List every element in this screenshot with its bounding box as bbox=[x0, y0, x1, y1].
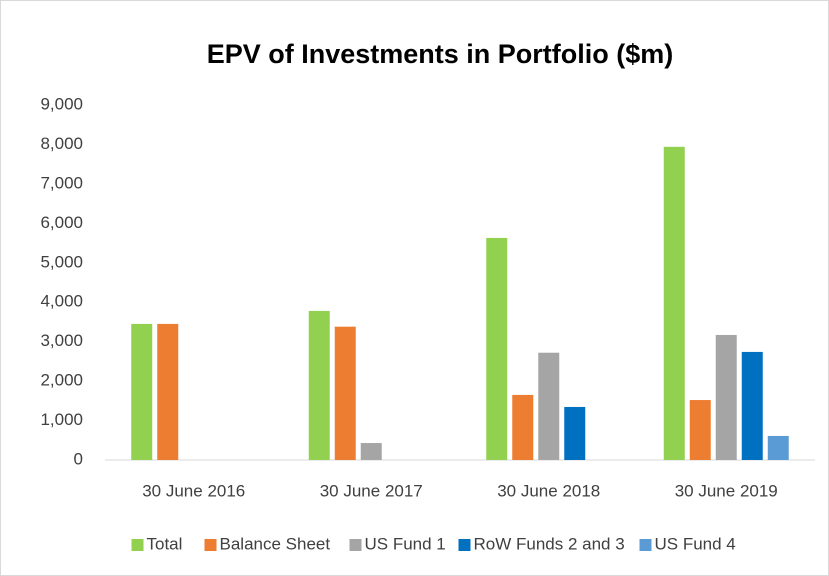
chart-title: EPV of Investments in Portfolio ($m) bbox=[207, 39, 674, 69]
legend-swatch bbox=[349, 539, 362, 551]
y-tick-label: 4,000 bbox=[40, 292, 83, 311]
bar bbox=[689, 400, 711, 460]
x-tick-label: 30 June 2018 bbox=[497, 481, 600, 500]
y-tick-label: 7,000 bbox=[40, 173, 83, 192]
bar bbox=[564, 406, 586, 460]
legend-label: Balance Sheet bbox=[220, 534, 331, 553]
legend-swatch bbox=[131, 539, 144, 551]
bar bbox=[538, 352, 560, 460]
legend-label: US Fund 1 bbox=[365, 534, 446, 553]
y-tick-label: 2,000 bbox=[40, 371, 83, 390]
bar bbox=[334, 326, 356, 460]
y-tick-label: 6,000 bbox=[40, 213, 83, 232]
bar bbox=[360, 443, 382, 460]
y-tick-label: 3,000 bbox=[40, 331, 83, 350]
legend-label: US Fund 4 bbox=[655, 534, 736, 553]
bar bbox=[767, 435, 789, 460]
y-tick-label: 9,000 bbox=[40, 94, 83, 113]
y-tick-label: 5,000 bbox=[40, 252, 83, 271]
x-tick-label: 30 June 2019 bbox=[675, 481, 778, 500]
bar bbox=[663, 146, 685, 461]
legend-swatch bbox=[639, 539, 652, 551]
y-tick-label: 8,000 bbox=[40, 134, 83, 153]
x-tick-label: 30 June 2017 bbox=[320, 481, 423, 500]
legend-label: Total bbox=[147, 534, 183, 553]
legend-label: RoW Funds 2 and 3 bbox=[474, 534, 625, 553]
legend-swatch bbox=[458, 539, 471, 551]
legend-swatch bbox=[204, 539, 217, 551]
bar bbox=[131, 323, 153, 460]
bar bbox=[157, 323, 179, 460]
y-tick-label: 1,000 bbox=[40, 410, 83, 429]
bar bbox=[512, 394, 534, 460]
y-tick-label: 0 bbox=[74, 449, 83, 468]
bar bbox=[715, 334, 737, 460]
bar bbox=[308, 310, 330, 460]
bar bbox=[486, 237, 508, 460]
bar bbox=[741, 351, 763, 460]
x-tick-label: 30 June 2016 bbox=[142, 481, 245, 500]
